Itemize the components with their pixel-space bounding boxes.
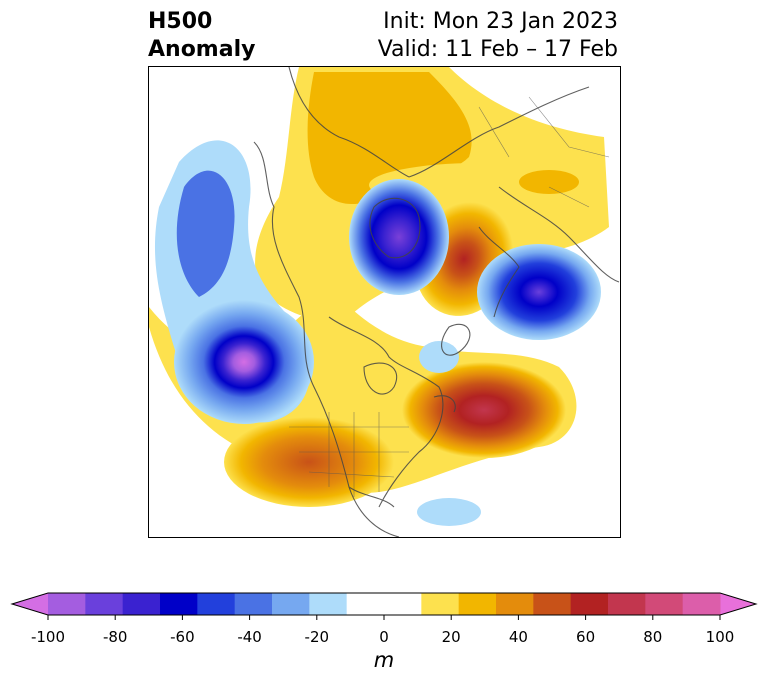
colorbar-tick-label: 40: [508, 628, 528, 646]
colorbar-swatch: [458, 593, 497, 615]
colorbar-unit: m: [373, 648, 395, 672]
title-field-subtitle: Anomaly: [148, 37, 256, 62]
colorbar-swatch: [645, 593, 684, 615]
colorbar-tick-label: 100: [705, 628, 735, 646]
colorbar-tick-label: -20: [304, 628, 330, 646]
colorbar-tick-label: 60: [576, 628, 596, 646]
colorbar-tick-label: -100: [30, 628, 66, 646]
colorbar-swatch: [48, 593, 86, 615]
colorbar-graphic: [10, 592, 758, 620]
colorbar-swatch: [496, 593, 534, 615]
colorbar-tick-label: 0: [379, 628, 389, 646]
colorbar-swatch: [421, 593, 460, 615]
colorbar-extend-low: [12, 593, 48, 615]
colorbar-swatch: [197, 593, 236, 615]
colorbar-swatch: [122, 593, 161, 615]
colorbar-tick-label: 80: [643, 628, 663, 646]
colorbar-extend-high: [720, 593, 756, 615]
colorbar-swatch: [608, 593, 646, 615]
colorbar-swatch: [160, 593, 198, 615]
title-left: H500 Anomaly: [148, 8, 255, 64]
title-right: Init: Mon 23 Jan 2023 Valid: 11 Feb – 17…: [378, 8, 618, 64]
colorbar-tick-label: -40: [237, 628, 262, 646]
anomaly-map: [148, 66, 621, 538]
colorbar-swatch: [570, 593, 609, 615]
colorbar-swatch: [682, 593, 721, 615]
map-canvas: [149, 67, 620, 537]
title-field-label: H500: [148, 9, 213, 34]
colorbar-tick-label: -80: [102, 628, 128, 646]
colorbar-tick-label: -60: [170, 628, 195, 646]
colorbar-tick-label: 20: [441, 628, 461, 646]
colorbar-swatch: [272, 593, 310, 615]
init-date: Init: Mon 23 Jan 2023: [383, 9, 618, 34]
valid-range: Valid: 11 Feb – 17 Feb: [377, 37, 618, 62]
colorbar-swatch: [346, 593, 385, 615]
colorbar-swatch: [234, 593, 273, 615]
colorbar-swatch: [533, 593, 572, 615]
colorbar-swatch: [85, 593, 124, 615]
colorbar-swatch: [309, 593, 348, 615]
colorbar-swatch: [384, 593, 422, 615]
colorbar: [0, 585, 768, 685]
